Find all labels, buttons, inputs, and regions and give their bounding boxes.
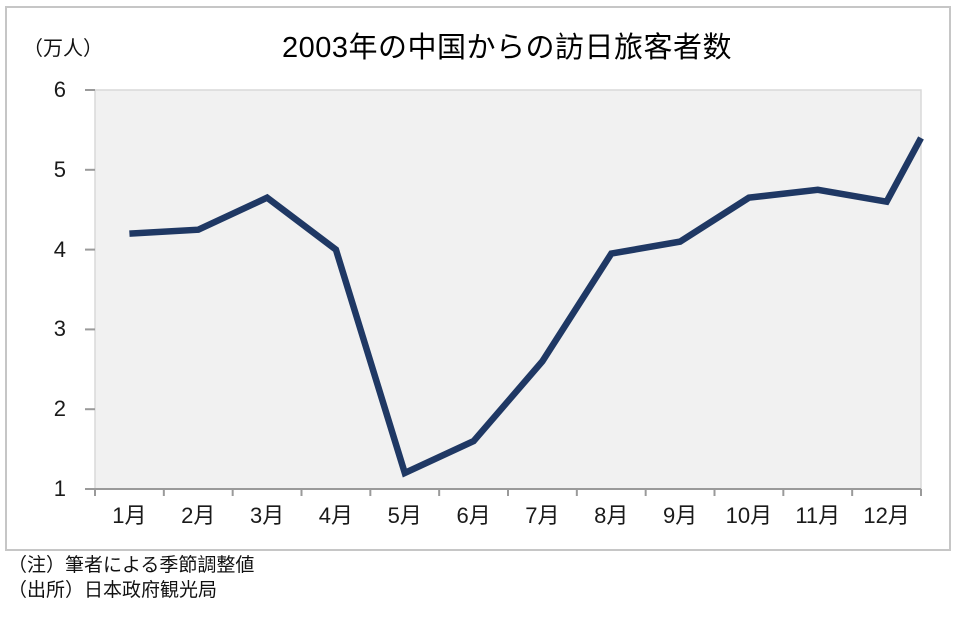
chart-frame: （万人） 2003年の中国からの訪日旅客者数 1 2 3 4 5 6 1月 2月 3月 4月 5月… (5, 6, 951, 551)
x-axis-tick-label: 3月 (249, 503, 285, 528)
x-axis-tick-label: 1月 (112, 503, 147, 528)
x-axis-tick-label: 4月 (318, 503, 354, 528)
x-axis-tick-label: 10月 (725, 503, 773, 528)
x-axis-tick-label: 8月 (594, 503, 629, 528)
y-axis-tick-label: 3 (53, 316, 66, 342)
line-chart-plot (85, 89, 924, 496)
y-axis-tick-label: 4 (53, 236, 66, 262)
visitor-count-line-series (129, 136, 924, 478)
y-axis-tick-label: 6 (53, 77, 66, 102)
x-axis-tick-label: 6月 (456, 503, 491, 528)
note-source-adjustment: （注）筆者による季節調整値 (8, 555, 255, 576)
x-axis-tick-label: 2月 (181, 503, 216, 528)
y-axis-tick-label: 5 (53, 156, 66, 182)
x-axis-tick-label: 9月 (662, 503, 698, 528)
x-axis-tick-label: 5月 (387, 503, 422, 528)
plot-area-background (94, 89, 922, 490)
x-axis-tick-label: 11月 (795, 503, 841, 528)
chart-title: 2003年の中国からの訪日旅客者数 (281, 32, 732, 64)
footnotes: （注）筆者による季節調整値 （出所）日本政府観光局 (8, 553, 254, 603)
x-axis-tick-label: 7月 (525, 503, 560, 528)
y-axis-tick-label: 2 (53, 396, 66, 422)
note-data-source: （出所）日本政府観光局 (8, 580, 218, 601)
y-axis-unit-label: （万人） (23, 38, 103, 60)
x-axis-tick-label: 12月 (863, 503, 910, 528)
y-axis-tick-label: 1 (53, 476, 66, 501)
